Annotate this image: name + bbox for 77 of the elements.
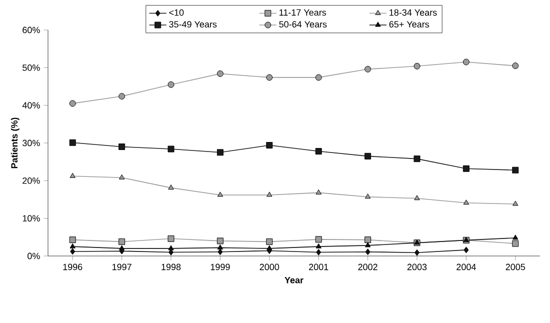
point	[168, 235, 174, 242]
point	[364, 194, 371, 199]
point	[512, 166, 519, 174]
x-tick-label: 1998	[162, 264, 181, 270]
point	[266, 192, 272, 197]
point	[462, 165, 470, 172]
point	[218, 248, 223, 256]
y-tick-label: 10%	[22, 215, 40, 222]
point	[316, 243, 322, 248]
point	[414, 62, 420, 70]
point	[365, 248, 370, 256]
point	[216, 70, 224, 77]
point	[266, 142, 273, 148]
point	[462, 58, 470, 66]
legend-label: 50-64 Years	[279, 21, 327, 28]
point	[168, 245, 174, 250]
point	[216, 238, 224, 244]
point	[364, 242, 371, 248]
y-tick-label: 20%	[22, 177, 40, 184]
point	[216, 149, 224, 156]
point	[512, 62, 519, 70]
point	[315, 148, 322, 155]
x-tick-label: 2002	[358, 264, 378, 270]
y-tick-label: 60%	[22, 26, 40, 34]
point	[266, 238, 273, 245]
point	[69, 139, 76, 146]
point	[364, 152, 372, 160]
y-tick-label: 0%	[28, 252, 40, 260]
point	[512, 234, 518, 240]
point	[266, 74, 273, 81]
y-axis-title: Patients (%)	[10, 118, 20, 168]
x-tick-label: 2001	[309, 264, 328, 270]
point	[118, 174, 125, 180]
legend-label: 18-34 Years	[390, 9, 437, 16]
point	[364, 236, 372, 244]
x-tick-label: 1996	[63, 264, 82, 270]
point	[70, 243, 76, 248]
point	[364, 66, 372, 72]
point	[168, 146, 174, 152]
point	[414, 156, 420, 162]
point	[118, 144, 126, 150]
x-tick-label: 1999	[210, 264, 230, 270]
point	[315, 74, 322, 81]
point	[512, 240, 519, 247]
y-tick-label: 40%	[22, 102, 40, 109]
point	[463, 200, 470, 205]
x-tick-label: 2004	[456, 264, 476, 270]
point	[217, 192, 224, 197]
point	[118, 245, 125, 250]
point	[168, 184, 174, 190]
point	[69, 236, 76, 244]
x-tick-label: 1997	[112, 264, 132, 270]
point	[266, 245, 272, 250]
y-tick-label: 50%	[22, 64, 40, 71]
x-tick-label: 2003	[407, 264, 427, 270]
x-tick-label: 2000	[260, 264, 280, 270]
x-axis-title: Year	[284, 277, 304, 284]
y-tick-label: 30%	[22, 140, 40, 146]
point	[512, 200, 518, 206]
legend-label: 35-49 Years	[169, 21, 217, 28]
point	[414, 249, 420, 256]
point	[70, 172, 76, 178]
point	[70, 248, 76, 255]
point	[69, 100, 76, 107]
point	[316, 248, 322, 256]
legend-label: 65+ Years	[389, 21, 430, 28]
point	[168, 81, 174, 88]
point	[118, 238, 126, 245]
x-tick-label: 2005	[506, 264, 526, 270]
point	[118, 93, 126, 100]
legend-label: <10	[169, 9, 184, 16]
point	[316, 189, 322, 194]
point	[315, 236, 322, 243]
point	[414, 195, 420, 200]
point	[464, 246, 469, 254]
point	[217, 244, 224, 250]
legend-label: 11-17 Years	[280, 9, 326, 16]
